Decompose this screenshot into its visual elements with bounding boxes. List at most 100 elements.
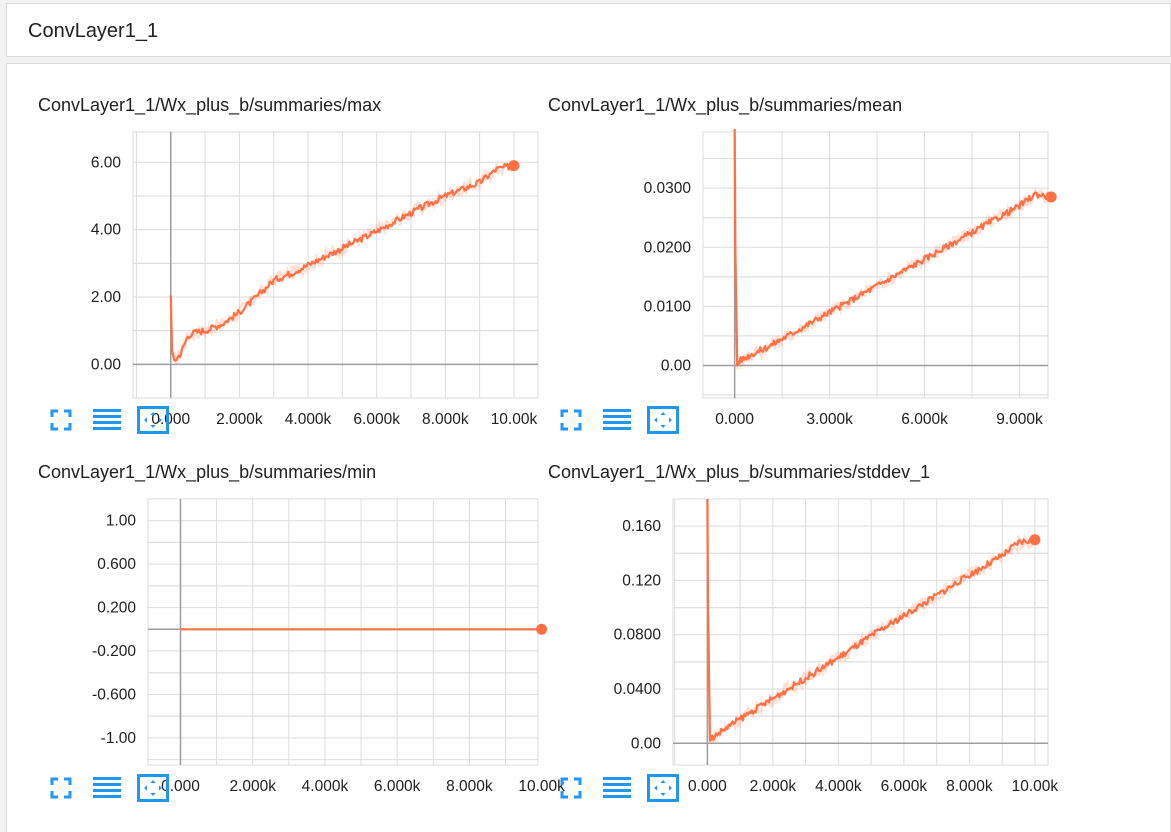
y-tick-label: 0.200 [97, 600, 136, 617]
y-tick-label: 4.00 [91, 222, 122, 239]
chart-title: ConvLayer1_1/Wx_plus_b/summaries/stddev_… [548, 462, 931, 482]
series-last-point[interactable] [508, 160, 520, 172]
y-tick-label: 0.600 [97, 556, 136, 573]
x-tick-label: 4.000k [285, 411, 332, 428]
y-tick-label: 0.00 [661, 357, 692, 374]
x-tick-label: 8.000k [946, 778, 993, 795]
x-tick-label: 10.00k [518, 778, 565, 795]
y-tick-label: 6.00 [91, 154, 122, 171]
y-tick-label: 0.0400 [614, 681, 662, 698]
series-last-point[interactable] [1029, 534, 1041, 546]
chart-toolbar-max [46, 405, 184, 435]
plot-border [132, 131, 539, 399]
data-list-icon [603, 408, 631, 432]
x-tick-label: 3.000k [806, 411, 853, 428]
fit-domain-button[interactable] [647, 773, 679, 803]
y-tick-label: 1.00 [106, 513, 137, 530]
chart-card-mean: ConvLayer1_1/Wx_plus_b/summaries/mean 0.… [548, 95, 1057, 440]
run-group-header[interactable]: ConvLayer1_1 [6, 3, 1171, 57]
data-list-button[interactable] [602, 773, 632, 803]
fullscreen-icon [560, 409, 582, 431]
y-tick-label: 0.0300 [644, 180, 692, 197]
fullscreen-button[interactable] [556, 773, 586, 803]
chart-card-stddev: ConvLayer1_1/Wx_plus_b/summaries/stddev_… [548, 462, 1058, 807]
x-tick-label: 2.000k [216, 411, 263, 428]
fit-domain-icon [647, 774, 679, 802]
plot-border [147, 498, 539, 766]
x-tick-label: 10.00k [1012, 778, 1059, 795]
x-tick-label: 9.000k [996, 411, 1043, 428]
series-line [706, 498, 1036, 742]
fit-domain-icon [137, 774, 169, 802]
x-tick-label: 2.000k [750, 778, 797, 795]
fullscreen-icon [50, 409, 72, 431]
y-tick-label: 0.120 [622, 572, 661, 589]
fit-domain-icon [647, 406, 679, 434]
fit-domain-button[interactable] [137, 405, 169, 435]
y-tick-label: -0.600 [92, 686, 136, 703]
series-last-point[interactable] [1045, 191, 1057, 203]
plot-area: 0.00 2.00 4.00 6.00 0.000 2.000k 4.000k 6.000k 8… [91, 131, 539, 428]
fullscreen-button[interactable] [556, 405, 586, 435]
fit-domain-button[interactable] [647, 405, 679, 435]
y-tick-label: 0.00 [91, 356, 122, 373]
y-tick-label: 0.0100 [644, 298, 692, 315]
fullscreen-button[interactable] [46, 773, 76, 803]
chart-title: ConvLayer1_1/Wx_plus_b/summaries/mean [548, 95, 903, 115]
fit-domain-icon [137, 406, 169, 434]
y-tick-label: 0.0200 [644, 239, 692, 256]
series-line [733, 128, 1052, 367]
x-tick-label: 6.000k [901, 411, 948, 428]
series-line [169, 163, 515, 362]
chart-card-max: ConvLayer1_1/Wx_plus_b/summaries/max 0.0… [38, 95, 539, 440]
series-last-point[interactable] [536, 623, 548, 635]
y-tick-label: 0.00 [631, 735, 662, 752]
data-list-icon [93, 776, 121, 800]
data-list-button[interactable] [92, 405, 122, 435]
fullscreen-icon [560, 777, 582, 799]
x-tick-label: 8.000k [422, 411, 469, 428]
x-tick-label: 0.000 [715, 411, 754, 428]
fullscreen-icon [50, 777, 72, 799]
data-list-icon [603, 776, 631, 800]
x-tick-label: 6.000k [881, 778, 928, 795]
data-list-icon [93, 408, 121, 432]
plot-area: 0.00 0.0100 0.0200 0.0300 0.000 3.000k 6.000k 9… [644, 128, 1057, 428]
y-tick-label: -1.00 [101, 730, 137, 747]
data-list-button[interactable] [92, 773, 122, 803]
x-tick-label: 0.000 [161, 778, 200, 795]
charts-panel: ConvLayer1_1/Wx_plus_b/summaries/max 0.0… [6, 63, 1171, 832]
series-raw-line [706, 498, 1037, 745]
x-tick-label: 8.000k [446, 778, 493, 795]
plot-border [672, 498, 1049, 766]
plot-border [702, 131, 1049, 399]
fit-domain-button[interactable] [137, 773, 169, 803]
x-tick-label: 6.000k [353, 411, 400, 428]
x-tick-label: 2.000k [229, 778, 276, 795]
y-tick-label: 0.0800 [614, 627, 662, 644]
y-tick-label: -0.200 [92, 643, 136, 660]
y-tick-label: 2.00 [91, 289, 122, 306]
x-tick-label: 0.000 [688, 778, 727, 795]
chart-toolbar-min [46, 773, 184, 803]
chart-title: ConvLayer1_1/Wx_plus_b/summaries/min [38, 462, 377, 482]
fullscreen-button[interactable] [46, 405, 76, 435]
y-tick-label: 0.160 [622, 518, 661, 535]
chart-svg[interactable]: 0.00 0.0100 0.0200 0.0300 0.000 3.000k 6.000k 9… [548, 95, 1057, 428]
plot-area: 1.00 0.600 0.200 -0.200 -0.600 -1.00 0.000 2.00… [92, 498, 565, 795]
chart-svg[interactable]: 0.00 0.0400 0.0800 0.120 0.160 0.000 2.000k 4.0… [548, 462, 1058, 795]
chart-title: ConvLayer1_1/Wx_plus_b/summaries/max [38, 95, 382, 115]
x-tick-label: 4.000k [302, 778, 349, 795]
x-tick-label: 10.00k [491, 411, 538, 428]
x-tick-label: 6.000k [374, 778, 421, 795]
data-list-button[interactable] [602, 405, 632, 435]
chart-svg[interactable]: 1.00 0.600 0.200 -0.200 -0.600 -1.00 0.000 2.00… [38, 462, 565, 795]
chart-card-min: ConvLayer1_1/Wx_plus_b/summaries/min 1.0… [38, 462, 565, 807]
chart-toolbar-mean [556, 405, 694, 435]
plot-area: 0.00 0.0400 0.0800 0.120 0.160 0.000 2.000k 4.0… [614, 498, 1059, 795]
x-tick-label: 4.000k [815, 778, 862, 795]
x-tick-label: 0.000 [151, 411, 190, 428]
chart-toolbar-stddev [556, 773, 694, 803]
chart-svg[interactable]: 0.00 2.00 4.00 6.00 0.000 2.000k 4.000k 6.000k 8… [38, 95, 539, 428]
run-group-title: ConvLayer1_1 [28, 20, 159, 42]
